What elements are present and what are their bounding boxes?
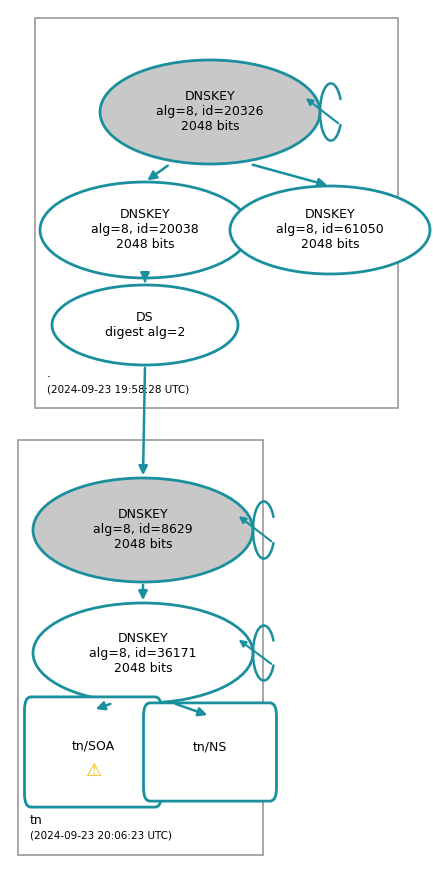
Ellipse shape (52, 285, 238, 365)
Text: tn: tn (30, 814, 43, 827)
Ellipse shape (230, 186, 430, 274)
FancyBboxPatch shape (18, 440, 263, 855)
Text: (2024-09-23 19:58:28 UTC): (2024-09-23 19:58:28 UTC) (47, 384, 189, 394)
Text: DNSKEY
alg=8, id=20038
2048 bits: DNSKEY alg=8, id=20038 2048 bits (91, 209, 199, 252)
Ellipse shape (33, 478, 253, 582)
Text: DNSKEY
alg=8, id=61050
2048 bits: DNSKEY alg=8, id=61050 2048 bits (276, 209, 384, 252)
Text: DS
digest alg=2: DS digest alg=2 (105, 311, 185, 339)
Text: tn/SOA: tn/SOA (71, 739, 115, 753)
FancyBboxPatch shape (35, 18, 398, 408)
Ellipse shape (100, 60, 320, 164)
Text: DNSKEY
alg=8, id=8629
2048 bits: DNSKEY alg=8, id=8629 2048 bits (93, 509, 193, 551)
Text: (2024-09-23 20:06:23 UTC): (2024-09-23 20:06:23 UTC) (30, 831, 172, 841)
FancyBboxPatch shape (143, 703, 277, 801)
Text: tn/NS: tn/NS (193, 740, 227, 753)
Text: .: . (47, 367, 51, 380)
Text: ⚠: ⚠ (85, 762, 101, 780)
Ellipse shape (40, 182, 250, 278)
Text: DNSKEY
alg=8, id=36171
2048 bits: DNSKEY alg=8, id=36171 2048 bits (89, 632, 197, 675)
Text: DNSKEY
alg=8, id=20326
2048 bits: DNSKEY alg=8, id=20326 2048 bits (156, 91, 264, 134)
Ellipse shape (33, 603, 253, 703)
FancyBboxPatch shape (25, 697, 162, 807)
